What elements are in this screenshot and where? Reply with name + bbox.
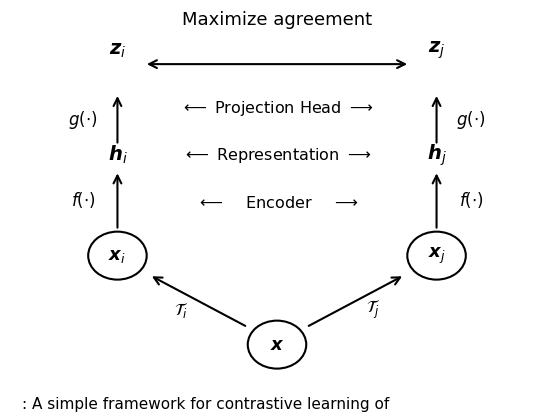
Text: $\boldsymbol{z}_i$: $\boldsymbol{z}_i$ [109, 41, 126, 60]
Text: $f(\cdot)$: $f(\cdot)$ [459, 190, 484, 210]
Text: $\mathcal{T}_i$: $\mathcal{T}_i$ [174, 300, 188, 320]
Text: : A simple framework for contrastive learning of: : A simple framework for contrastive lea… [22, 397, 389, 412]
Text: $\longleftarrow$ Projection Head $\longrightarrow$: $\longleftarrow$ Projection Head $\longr… [181, 99, 373, 118]
Ellipse shape [88, 232, 147, 280]
Ellipse shape [248, 321, 306, 369]
Text: $\boldsymbol{x}_j$: $\boldsymbol{x}_j$ [428, 245, 445, 266]
Text: $\boldsymbol{h}_i$: $\boldsymbol{h}_i$ [107, 144, 127, 166]
Text: Maximize agreement: Maximize agreement [182, 11, 372, 29]
Text: $\boldsymbol{x}_i$: $\boldsymbol{x}_i$ [109, 247, 126, 265]
Text: $\mathcal{T}_j$: $\mathcal{T}_j$ [366, 298, 380, 322]
Text: $\boldsymbol{h}_j$: $\boldsymbol{h}_j$ [427, 142, 447, 168]
Text: $g(\cdot)$: $g(\cdot)$ [68, 109, 98, 131]
Text: $\boldsymbol{x}$: $\boldsymbol{x}$ [270, 336, 284, 354]
Text: $g(\cdot)$: $g(\cdot)$ [456, 109, 486, 131]
Text: $\longleftarrow$ Representation $\longrightarrow$: $\longleftarrow$ Representation $\longri… [182, 146, 372, 165]
Text: $f(\cdot)$: $f(\cdot)$ [70, 190, 95, 210]
Ellipse shape [407, 232, 466, 280]
Text: $\boldsymbol{z}_j$: $\boldsymbol{z}_j$ [428, 40, 445, 61]
Text: $\longleftarrow$    Encoder    $\longrightarrow$: $\longleftarrow$ Encoder $\longrightarro… [196, 196, 358, 211]
